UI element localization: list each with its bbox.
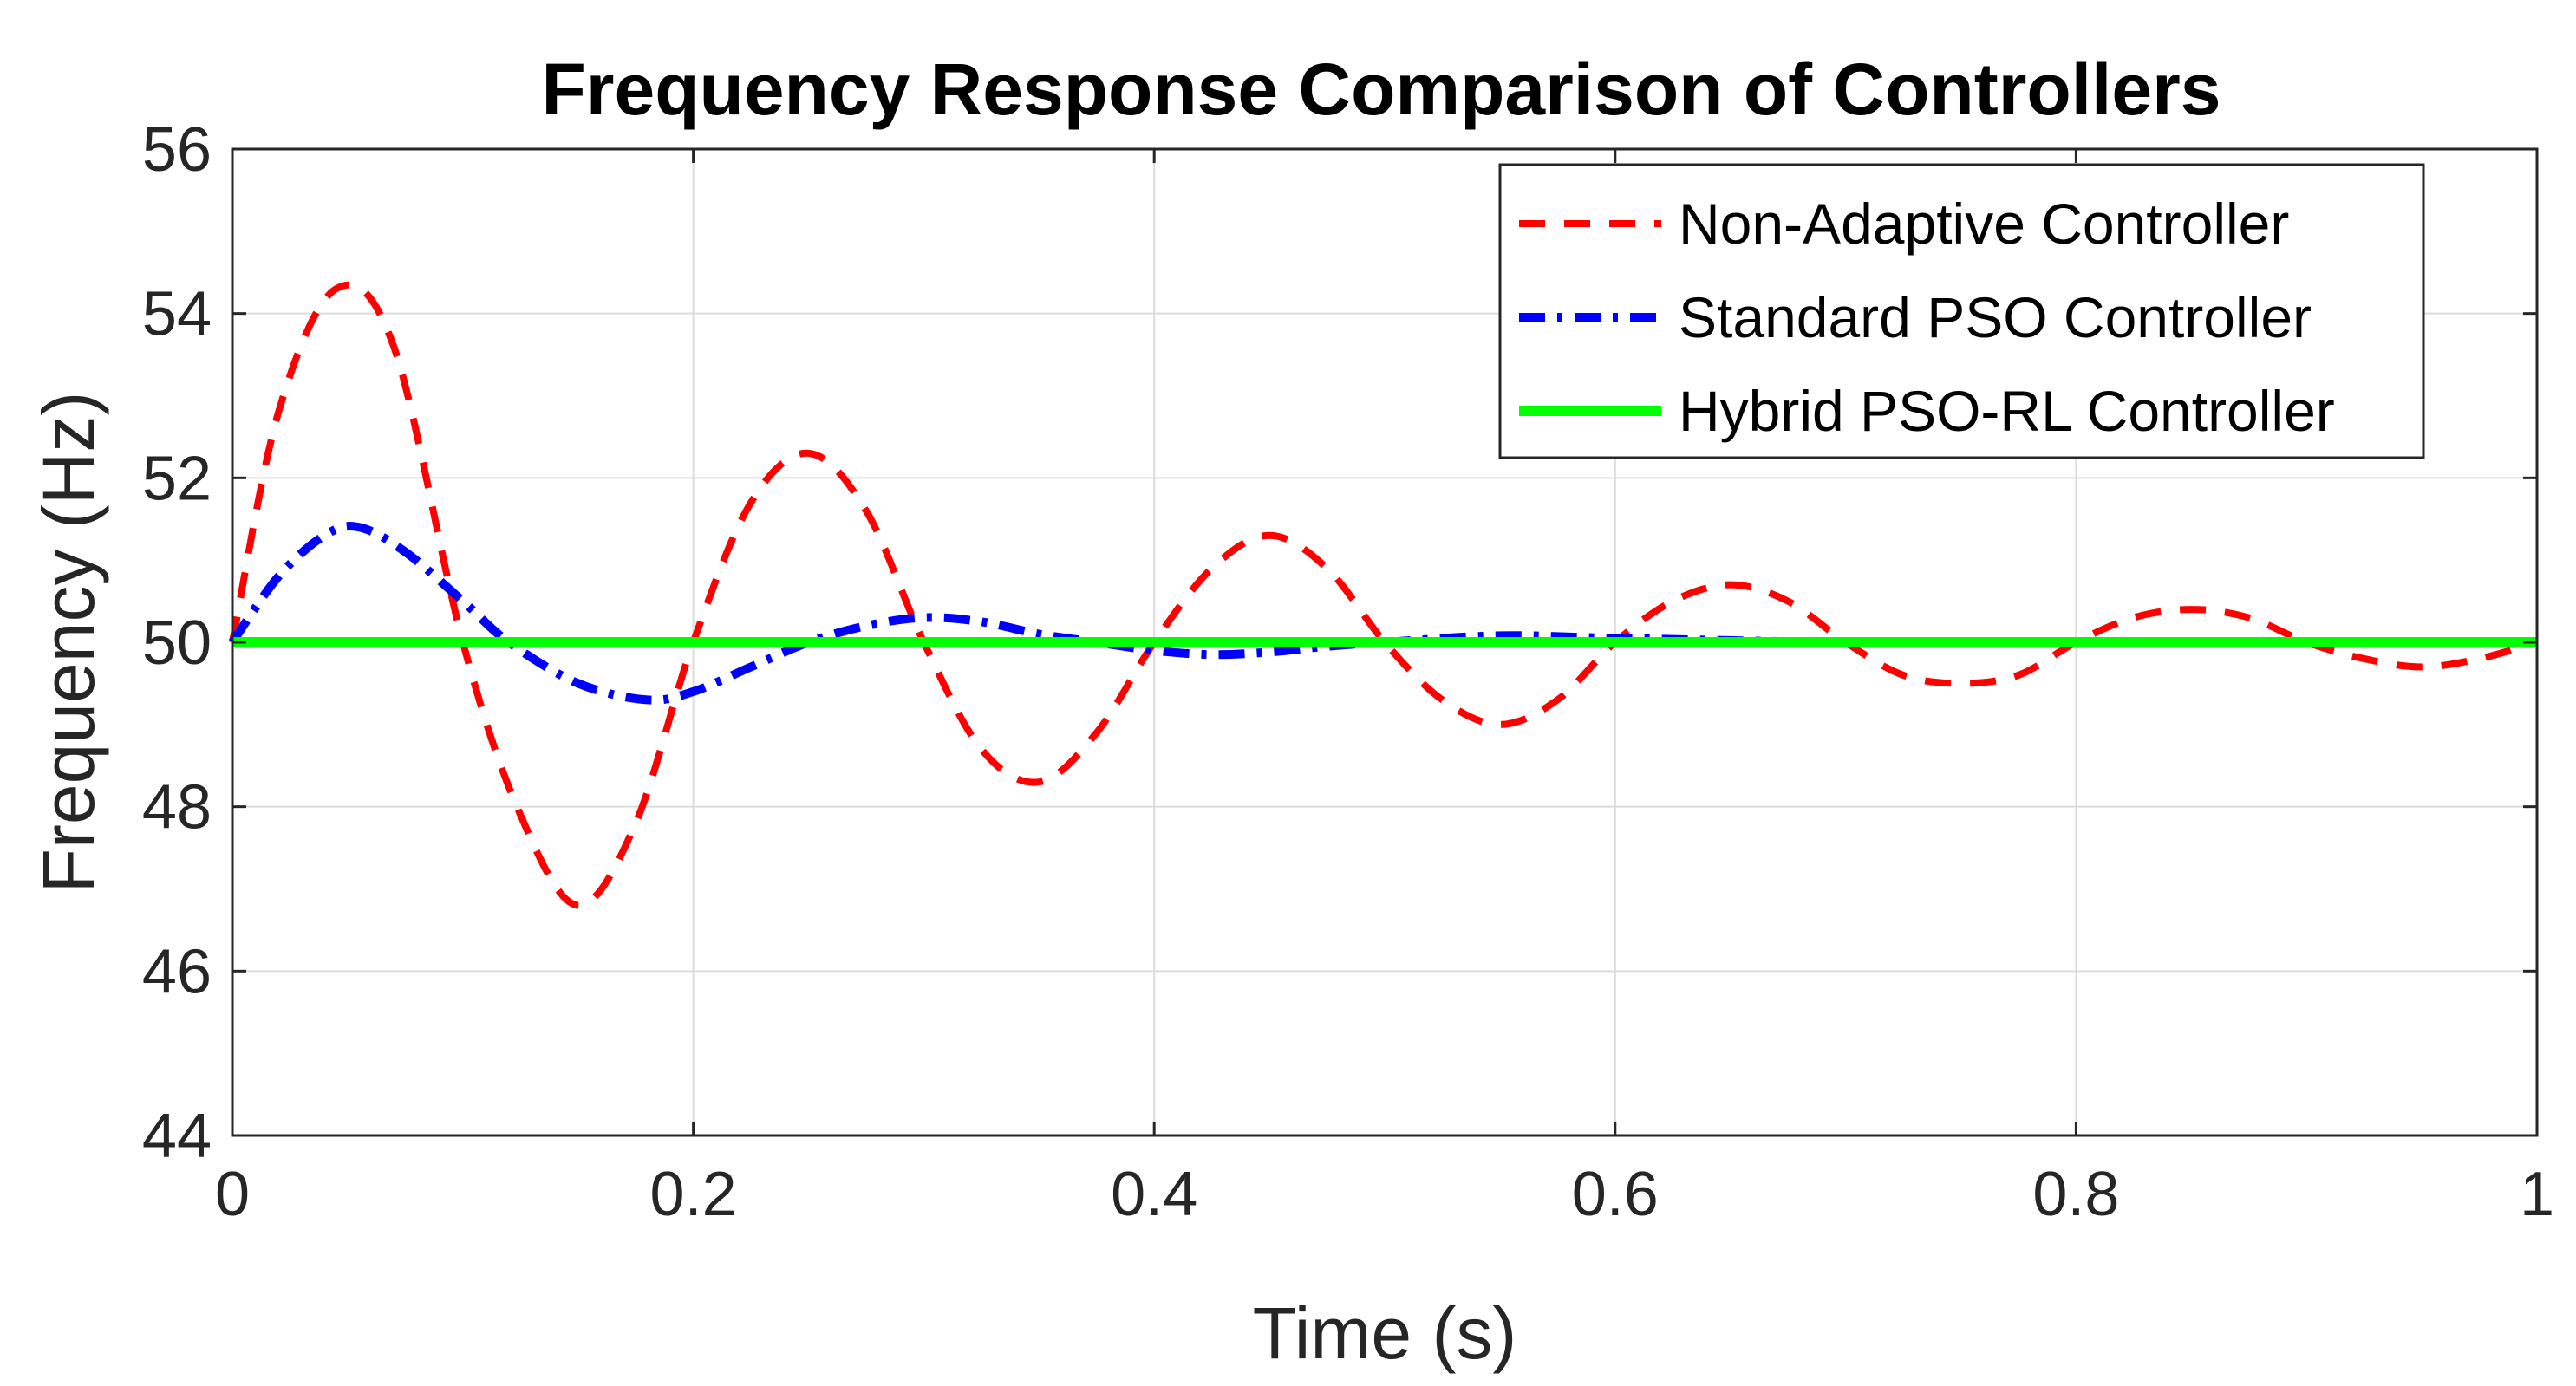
x-tick-label: 1: [2520, 1160, 2554, 1229]
x-tick-label: 0.4: [1111, 1160, 1197, 1229]
legend: Non-Adaptive Controller Standard PSO Cont…: [1498, 163, 2425, 459]
chart-title: Frequency Response Comparison of Control…: [541, 49, 2221, 130]
series-line-non-adaptive-controller: [229, 281, 2539, 909]
y-tick-label: 46: [142, 937, 212, 1006]
y-tick-label: 50: [142, 608, 212, 678]
y-tick-label: 48: [142, 773, 212, 843]
y-tick-label: 56: [142, 115, 212, 185]
plot-series: [228, 281, 2539, 909]
axis-ticks: 0 0.2 0.4 0.6 0.8 1 44 46 48 50 52 54 56: [142, 115, 2554, 1229]
legend-label-standard-pso-controller: Standard PSO Controller: [1679, 285, 2312, 349]
x-tick-label: 0.8: [2032, 1160, 2119, 1229]
legend-label-non-adaptive-controller: Non-Adaptive Controller: [1679, 192, 2289, 256]
x-tick-label: 0.2: [650, 1160, 737, 1229]
legend-label-hybrid-pso-rl-controller: Hybrid PSO-RL Controller: [1679, 379, 2335, 443]
x-tick-label: 0.6: [1572, 1160, 1659, 1229]
y-axis-label: Frequency (Hz): [28, 392, 109, 894]
y-tick-label: 44: [142, 1102, 212, 1171]
x-tick-label: 0: [215, 1160, 250, 1229]
y-tick-label: 52: [142, 444, 212, 513]
x-axis-label: Time (s): [1253, 1292, 1517, 1374]
y-tick-label: 54: [142, 280, 212, 349]
